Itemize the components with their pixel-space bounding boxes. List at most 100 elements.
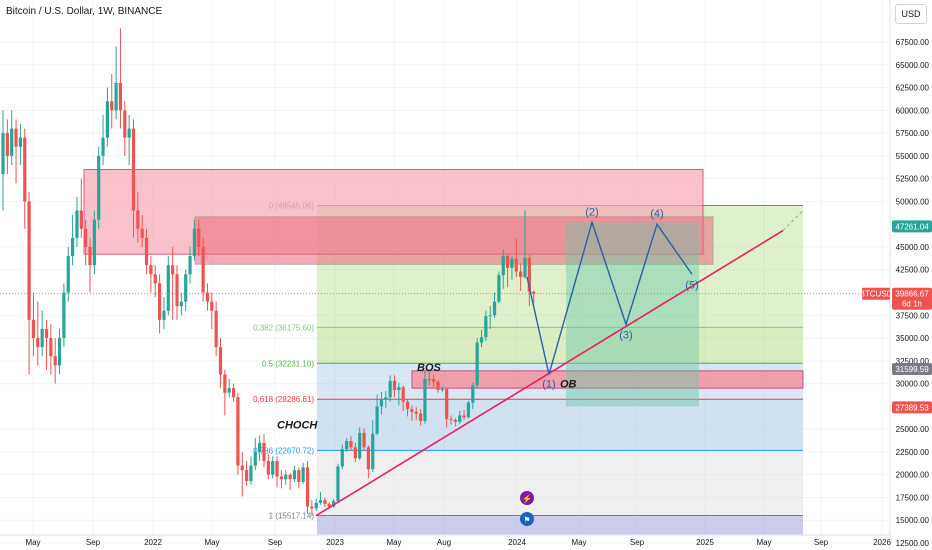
y-tick-label: 35000.00 [896, 334, 930, 343]
currency-button[interactable]: USD [895, 4, 927, 24]
level-price-badge [892, 363, 932, 376]
candle-body [401, 387, 405, 402]
annotation-bos: BOS [417, 362, 442, 374]
y-tick-label: 62500.00 [896, 84, 930, 93]
x-tick-label: May [386, 538, 401, 547]
candle-body [175, 274, 179, 307]
y-tick-label: 65000.00 [896, 61, 930, 70]
x-tick-label: Sep [814, 538, 829, 547]
candle-body [10, 128, 14, 156]
candle-body [214, 310, 218, 348]
candle-body [236, 397, 240, 466]
candle-body [153, 274, 157, 284]
candle-body [318, 500, 323, 503]
candle-body [284, 474, 288, 480]
candle-body [314, 502, 318, 509]
candle-body [144, 237, 149, 266]
candle-body [97, 155, 101, 220]
candle-body [118, 82, 123, 111]
candle-body [279, 476, 283, 480]
y-tick-label: 42500.00 [896, 266, 930, 275]
y-tick-label: 22500.00 [896, 448, 930, 457]
candle-body [388, 380, 392, 398]
candle-body [44, 328, 49, 339]
candle-body [71, 237, 75, 257]
candle-body [488, 315, 492, 317]
x-tick-label: 2026 [873, 538, 891, 547]
candle-body [140, 228, 144, 238]
candle-body [205, 292, 210, 302]
candle-body [510, 258, 514, 268]
candle-body [79, 210, 83, 229]
annotation-ob: OB [560, 379, 577, 391]
candle-body [410, 409, 414, 412]
level-price-value: 31599.59 [895, 365, 929, 374]
candle-countdown: 6d 1h [902, 300, 922, 309]
candle-body [123, 110, 127, 138]
trendline-extension [782, 210, 804, 231]
level-price-badge [892, 401, 932, 414]
candle-body [501, 256, 505, 276]
candle-body [131, 128, 136, 211]
candle-body [384, 397, 388, 400]
candle-body [310, 506, 314, 509]
x-tick-label: May [756, 538, 771, 547]
candle-body [375, 406, 379, 434]
wave-label: (1) [542, 378, 555, 390]
x-tick-label: 2024 [508, 538, 526, 547]
candle-body [288, 474, 292, 480]
annotation-choch: CHOCH [277, 420, 318, 432]
candle-body [5, 133, 9, 156]
candle-body [432, 379, 436, 382]
candle-body [345, 440, 349, 450]
candle-body [266, 461, 270, 475]
candle-body [362, 432, 366, 448]
wave-label: (2) [585, 206, 598, 218]
candle-body [201, 246, 205, 293]
candle-body [36, 338, 40, 348]
candle-body [110, 101, 114, 111]
candle-body [484, 316, 488, 338]
candle-body [297, 470, 301, 482]
candle-body [53, 356, 57, 366]
candle-body [423, 379, 427, 421]
candle-body [231, 388, 236, 398]
candle-body [514, 258, 518, 272]
candle-body [92, 219, 96, 266]
y-tick-label: 67500.00 [896, 38, 930, 47]
candle-body [323, 500, 327, 504]
y-tick-label: 32500.00 [896, 357, 930, 366]
candle-body [440, 389, 444, 391]
candle-body [301, 467, 305, 482]
candle-body [253, 451, 257, 466]
candle-body [105, 101, 109, 138]
y-tick-label: 30000.00 [896, 380, 930, 389]
y-tick-label: 50000.00 [896, 197, 930, 206]
x-tick-label: Aug [437, 538, 451, 547]
candle-body [379, 399, 384, 407]
candle-body [336, 466, 340, 502]
candle-body [275, 461, 279, 477]
candle-body [262, 442, 266, 462]
us-flag-event-icon-glyph: ⚑ [523, 516, 530, 525]
candle-body [31, 319, 36, 339]
order-block [411, 370, 804, 389]
candle-body [471, 385, 475, 403]
candle-body [392, 380, 397, 390]
candle-body [445, 389, 449, 420]
candle-body [75, 210, 79, 238]
us-flag-event-icon [520, 512, 534, 526]
symbol-title: Bitcoin / U.S. Dollar, 1W, BINANCE [6, 6, 163, 17]
candle-body [506, 256, 510, 268]
candle-body [127, 128, 131, 138]
y-tick-label: 25000.00 [896, 425, 930, 434]
x-tick-label: 2025 [696, 538, 714, 547]
y-tick-label: 15000.00 [896, 516, 930, 525]
candle-body [18, 137, 22, 147]
symbol-badge-label: BTCUSD [860, 290, 893, 299]
y-tick-label: 55000.00 [896, 152, 930, 161]
candle-body [40, 328, 44, 348]
x-tick-label: May [25, 538, 40, 547]
